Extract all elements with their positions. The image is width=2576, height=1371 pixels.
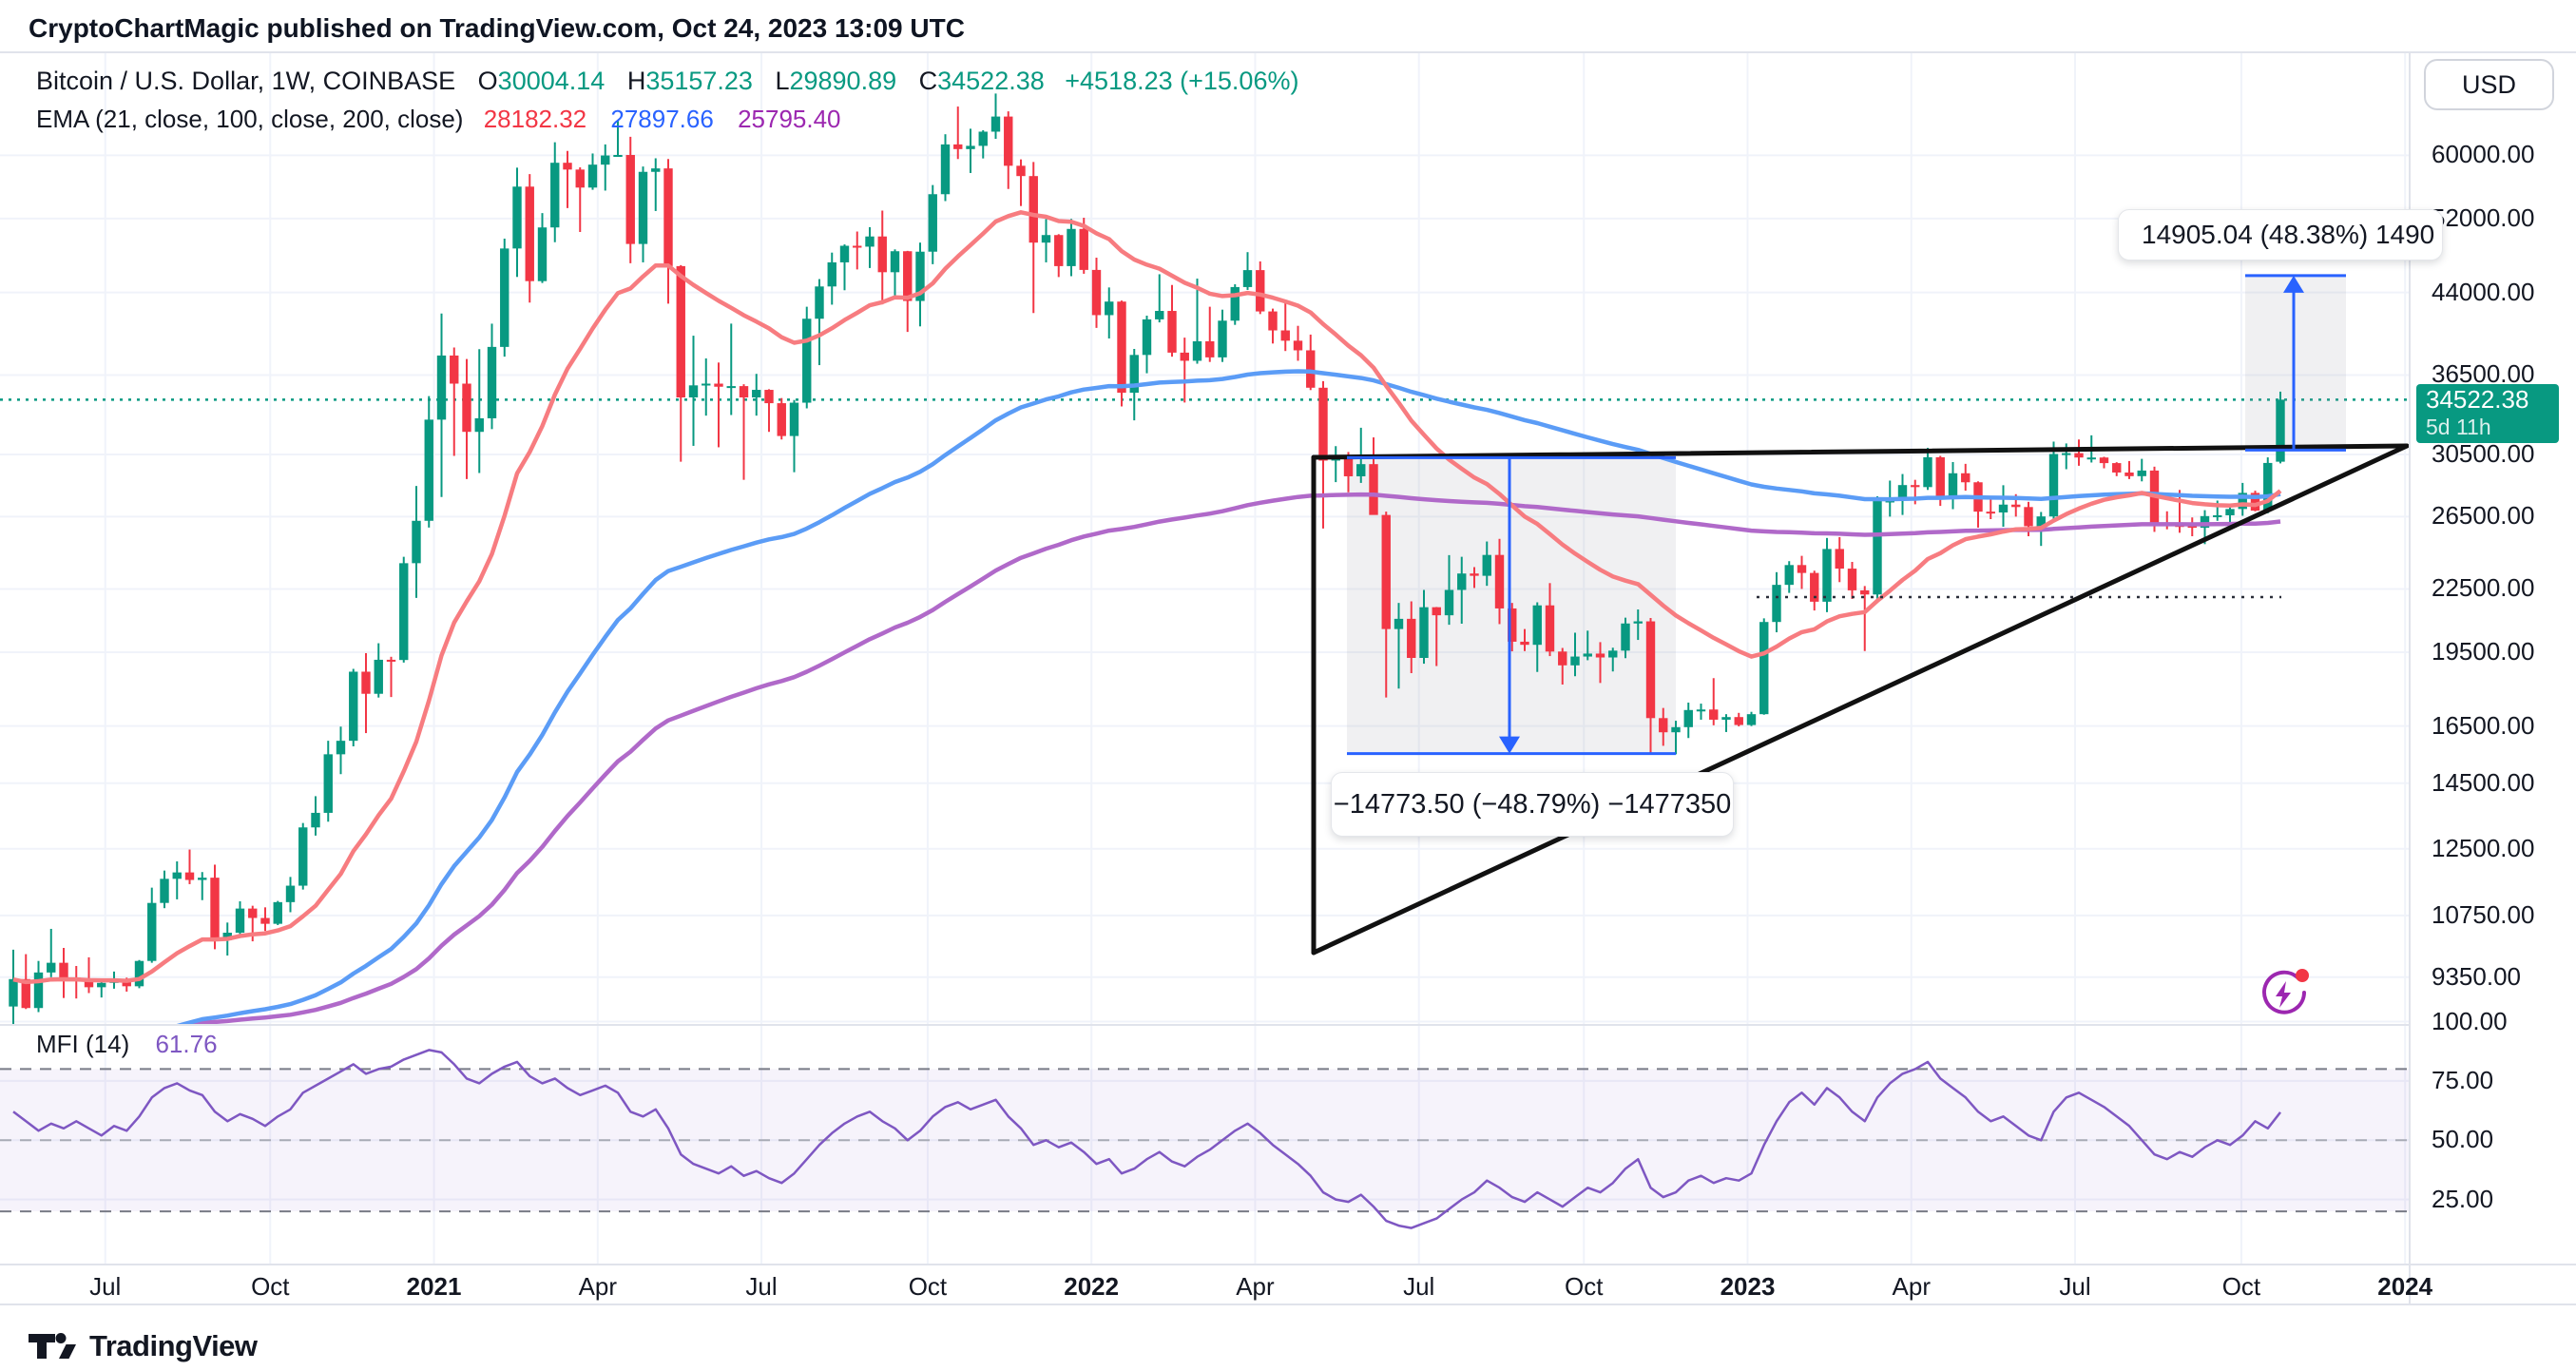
time-tick-label: Jul (2059, 1272, 2091, 1301)
time-tick-label: Oct (251, 1272, 290, 1301)
high-value: 35157.23 (645, 67, 753, 95)
mfi-settings-label[interactable]: MFI (14) (36, 1030, 130, 1058)
time-tick-label: Apr (1236, 1272, 1275, 1301)
time-tick-label: Oct (2221, 1272, 2261, 1301)
open-label: O (477, 67, 498, 95)
price-tick-label: 30500.00 (2432, 439, 2535, 468)
up-measure-tooltip: 14905.04 (48.38%) 1490 (2118, 209, 2443, 261)
current-price-label: 34522.38 5d 11h (2416, 384, 2559, 443)
mfi-tick-label: 25.00 (2432, 1184, 2494, 1213)
high-label: H (626, 67, 646, 95)
price-tick-label: 19500.00 (2432, 637, 2535, 666)
price-tick-label: 44000.00 (2432, 277, 2535, 306)
price-tick-label: 16500.00 (2432, 710, 2535, 740)
time-tick-label: Apr (1892, 1272, 1931, 1301)
time-tick-label: 2021 (406, 1272, 462, 1301)
time-tick-label: 2023 (1720, 1272, 1776, 1301)
footer-brand[interactable]: TradingView (27, 1323, 258, 1369)
price-tick-label: 60000.00 (2432, 140, 2535, 169)
price-tick-label: 14500.00 (2432, 767, 2535, 797)
close-label: C (918, 67, 938, 95)
time-tick-label: Oct (908, 1272, 948, 1301)
time-tick-label: 2024 (2377, 1272, 2433, 1301)
notification-dot (2296, 969, 2309, 982)
ema-legend[interactable]: EMA (21, close, 100, close, 200, close) … (36, 105, 841, 134)
mfi-value: 61.76 (155, 1030, 218, 1058)
brand-name: TradingView (89, 1329, 258, 1362)
price-tick-label: 36500.00 (2432, 359, 2535, 389)
flash-ideas-icon[interactable] (2257, 967, 2312, 1022)
low-value: 29890.89 (789, 67, 897, 95)
change-value: +4518.23 (+15.06%) (1065, 67, 1299, 95)
mfi-tick-label: 50.00 (2432, 1125, 2494, 1154)
low-label: L (775, 67, 790, 95)
mfi-tick-label: 100.00 (2432, 1006, 2508, 1035)
lightning-bolt-icon (2276, 981, 2291, 1008)
price-tick-label: 22500.00 (2432, 573, 2535, 603)
price-tick-label: 12500.00 (2432, 833, 2535, 862)
time-tick-label: Jul (745, 1272, 778, 1301)
bar-countdown: 5d 11h (2426, 415, 2491, 439)
mfi-legend[interactable]: MFI (14) 61.76 (36, 1030, 218, 1059)
time-tick-label: Jul (1403, 1272, 1435, 1301)
time-tick-label: 2022 (1064, 1272, 1120, 1301)
time-tick-label: Apr (578, 1272, 618, 1301)
price-tick-label: 52000.00 (2432, 203, 2535, 232)
ema-settings-label[interactable]: EMA (21, close, 100, close, 200, close) (36, 105, 464, 133)
price-tick-label: 10750.00 (2432, 899, 2535, 929)
price-tick-label: 26500.00 (2432, 501, 2535, 531)
ema21-value: 28182.32 (483, 105, 587, 133)
open-value: 30004.14 (497, 67, 606, 95)
symbol-legend[interactable]: Bitcoin / U.S. Dollar, 1W, COINBASE O300… (36, 67, 1298, 96)
ema100-value: 27897.66 (610, 105, 714, 133)
price-tick-label: 9350.00 (2432, 961, 2521, 991)
currency-toggle-button[interactable]: USD (2424, 59, 2554, 110)
mfi-tick-label: 75.00 (2432, 1065, 2494, 1094)
time-tick-label: Oct (1565, 1272, 1604, 1301)
down-measure-tooltip: −14773.50 (−48.79%) −1477350 (1331, 772, 1734, 837)
published-header: CryptoChartMagic published on TradingVie… (0, 0, 2576, 52)
symbol-title[interactable]: Bitcoin / U.S. Dollar, 1W, COINBASE (36, 67, 456, 95)
close-value: 34522.38 (937, 67, 1045, 95)
tradingview-logo-icon (29, 1333, 76, 1359)
time-tick-label: Jul (89, 1272, 122, 1301)
current-price-value: 34522.38 (2426, 385, 2529, 414)
ema200-value: 25795.40 (738, 105, 841, 133)
published-line: CryptoChartMagic published on TradingVie… (29, 13, 965, 43)
